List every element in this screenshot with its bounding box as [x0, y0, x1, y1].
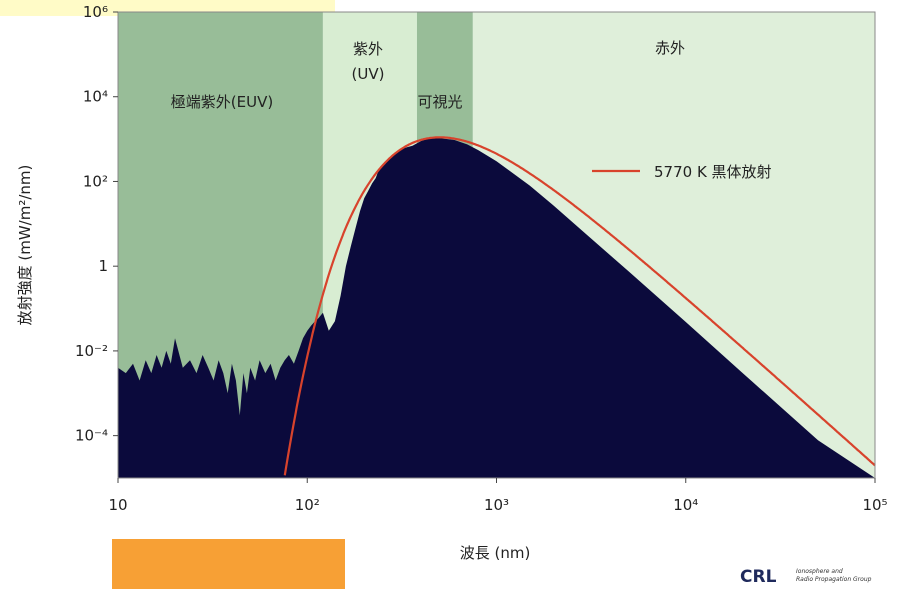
solar-spectrum-area — [118, 138, 875, 478]
y-tick-label: 10⁻² — [75, 342, 108, 360]
band-label-uv-2: (UV) — [352, 65, 385, 83]
x-axis-title: 波長 (nm) — [460, 544, 531, 562]
band-label-uv-1: 紫外 — [353, 40, 383, 58]
x-tick-label: 10⁴ — [673, 496, 698, 514]
y-tick-label: 10⁻⁴ — [75, 427, 108, 445]
y-tick-label: 1 — [98, 257, 108, 275]
x-tick-label: 10³ — [484, 496, 509, 514]
plot-area — [117, 11, 876, 479]
y-tick-label: 10⁴ — [83, 88, 108, 106]
crl-logo-mark: CRL — [740, 567, 777, 587]
x-axis-ticks: 10 10² 10³ 10⁴ 10⁵ — [108, 478, 888, 514]
y-tick-label: 10⁶ — [83, 3, 108, 21]
blackbody-curve — [283, 136, 876, 476]
crl-logo-caption-1: Ionosphere and — [796, 568, 843, 575]
x-tick-label: 10² — [295, 496, 320, 514]
y-tick-label: 10² — [83, 172, 108, 190]
legend-label: 5770 K 黒体放射 — [654, 163, 772, 181]
y-axis-ticks: 10⁻⁴ 10⁻² 1 10² 10⁴ 10⁶ — [75, 3, 118, 445]
crl-logo-caption-2: Radio Propagation Group — [796, 576, 872, 583]
band-label-visible: 可視光 — [417, 93, 462, 111]
legend: 5770 K 黒体放射 — [592, 163, 772, 181]
x-tick-label: 10 — [108, 496, 127, 514]
x-tick-label: 10⁵ — [862, 496, 887, 514]
band-label-euv: 極端紫外(EUV) — [171, 93, 273, 111]
band-label-ir: 赤外 — [655, 39, 685, 57]
band-labels: 極端紫外(EUV) 紫外 (UV) 可視光 赤外 — [171, 39, 685, 111]
y-axis-title: 放射強度 (mW/m²/nm) — [16, 165, 34, 326]
crl-logo: CRL Ionosphere and Radio Propagation Gro… — [740, 567, 872, 587]
orange-box — [112, 539, 345, 589]
